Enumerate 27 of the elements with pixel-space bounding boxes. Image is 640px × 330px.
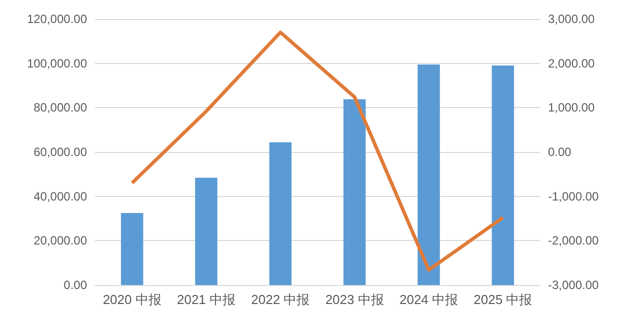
bar (120, 212, 144, 285)
bar (343, 99, 366, 285)
y2-tick-label: -3,000.00 (548, 278, 600, 292)
x-tick-label: 2022 中报 (251, 292, 310, 307)
y2-tick-label: -1,000.00 (548, 189, 600, 204)
x-tick-label: 2023 中报 (325, 292, 384, 307)
y-tick-label: 40,000.00 (34, 189, 88, 204)
line-series (130, 30, 505, 272)
y2-tick-label: 3,000.00 (548, 12, 596, 26)
y2-tick-label: 1,000.00 (548, 100, 596, 115)
y-tick-label: 80,000.00 (34, 100, 88, 115)
bar (418, 64, 440, 285)
bar (492, 66, 514, 285)
y-tick-label: 0.00 (64, 278, 88, 292)
bar (195, 178, 218, 285)
x-tick-label: 2024 中报 (399, 292, 458, 307)
y-tick-label: 20,000.00 (34, 234, 88, 248)
x-tick-label: 2025 中报 (474, 292, 532, 307)
y-tick-label: 100,000.00 (26, 56, 88, 70)
y-tick-label: 120,000.00 (26, 12, 88, 26)
bar (269, 142, 292, 285)
x-tick-label: 2021 中报 (176, 292, 236, 307)
y-tick-label: 60,000.00 (34, 145, 88, 159)
y2-tick-label: -2,000.00 (548, 234, 600, 248)
x-tick-label: 2020 中报 (102, 292, 162, 307)
y2-tick-label: 0.00 (548, 145, 572, 159)
y2-tick-label: 2,000.00 (548, 56, 596, 70)
